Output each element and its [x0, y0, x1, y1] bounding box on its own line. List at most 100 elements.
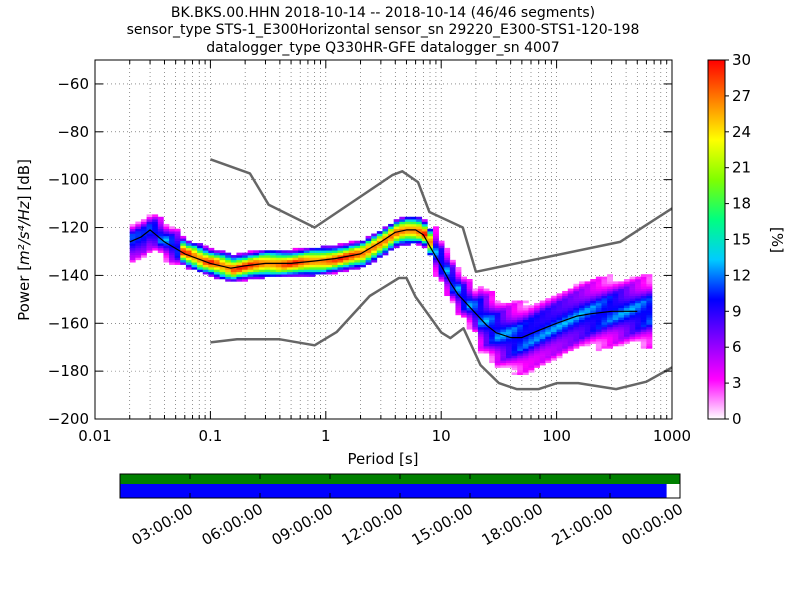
histogram-cell: [517, 348, 524, 352]
histogram-cell: [466, 312, 473, 316]
histogram-cell: [399, 216, 406, 220]
histogram-cell: [483, 336, 490, 340]
histogram-cell: [157, 235, 164, 239]
histogram-cell: [584, 298, 591, 301]
histogram-cell: [146, 250, 153, 253]
histogram-cell: [612, 314, 619, 318]
histogram-cell: [371, 238, 378, 241]
histogram-cell: [550, 350, 557, 354]
histogram-cell: [567, 288, 574, 292]
histogram-cell: [247, 252, 254, 256]
histogram-cell: [640, 336, 647, 340]
histogram-cell: [528, 353, 535, 356]
histogram-cell: [601, 286, 608, 289]
histogram-cell: [236, 276, 243, 280]
histogram-cell: [584, 322, 591, 325]
histogram-cell: [140, 252, 147, 256]
histogram-cell: [449, 276, 456, 280]
histogram-cell: [550, 348, 557, 352]
histogram-cell: [556, 346, 563, 349]
histogram-cell: [365, 238, 372, 241]
histogram-cell: [202, 262, 209, 265]
histogram-cell: [584, 336, 591, 340]
histogram-cell: [511, 338, 518, 342]
histogram-cell: [433, 231, 439, 234]
histogram-cell: [489, 341, 496, 344]
histogram-cell: [579, 338, 585, 342]
histogram-cell: [601, 300, 608, 304]
histogram-cell: [595, 283, 602, 287]
histogram-cell: [528, 367, 535, 371]
histogram-cell: [433, 245, 439, 249]
mean-curve: [129, 229, 638, 339]
histogram-cell: [646, 322, 653, 325]
histogram-cell: [573, 346, 580, 349]
histogram-cell: [489, 353, 496, 356]
histogram-cell: [382, 226, 389, 230]
histogram-cell: [623, 322, 630, 325]
histogram-cell: [343, 252, 350, 256]
histogram-cell: [635, 317, 642, 320]
histogram-cell: [517, 365, 524, 368]
histogram-cell: [444, 247, 451, 251]
histogram-cell: [163, 233, 170, 237]
histogram-cell: [584, 326, 591, 330]
histogram-cell: [477, 310, 484, 313]
histogram-cell: [612, 322, 619, 325]
histogram-cell: [579, 286, 585, 289]
histogram-cell: [635, 290, 642, 294]
histogram-cell: [433, 233, 439, 237]
histogram-cell: [461, 286, 467, 289]
histogram-cell: [309, 274, 316, 277]
histogram-cell: [517, 305, 524, 309]
histogram-cell: [517, 346, 524, 349]
histogram-cell: [427, 243, 434, 246]
histogram-cell: [477, 300, 484, 304]
histogram-cell: [449, 262, 456, 265]
histogram-cell: [522, 314, 529, 318]
histogram-cell: [534, 355, 540, 359]
histogram-cell: [236, 271, 243, 275]
histogram-cell: [197, 250, 204, 253]
histogram-cell: [225, 267, 232, 270]
histogram-cell: [382, 252, 389, 256]
histogram-cell: [601, 295, 608, 299]
histogram-cell: [388, 238, 394, 241]
histogram-cell: [444, 286, 451, 289]
histogram-cell: [477, 295, 484, 299]
histogram-cell: [567, 341, 574, 344]
histogram-cell: [562, 317, 569, 320]
histogram-cell: [331, 252, 338, 256]
histogram-cell: [315, 257, 321, 261]
histogram-cell: [292, 250, 299, 253]
histogram-cell: [590, 314, 597, 318]
histogram-cell: [309, 247, 316, 251]
histogram-cell: [135, 233, 142, 237]
histogram-cell: [281, 257, 288, 261]
histogram-cell: [337, 255, 344, 258]
histogram-cell: [461, 305, 467, 309]
histogram-cell: [623, 326, 630, 330]
histogram-cell: [303, 267, 310, 270]
histogram-cell: [320, 271, 327, 275]
histogram-cell: [208, 271, 215, 275]
histogram-cell: [601, 336, 608, 340]
histogram-cell: [371, 235, 378, 239]
histogram-cell: [404, 216, 411, 220]
histogram-cell: [556, 331, 563, 335]
coverage-time-label: 15:00:00: [409, 500, 476, 549]
histogram-cell: [163, 226, 170, 230]
histogram-cell: [562, 346, 569, 349]
histogram-cell: [174, 250, 181, 253]
histogram-cell: [219, 255, 226, 258]
histogram-cell: [556, 298, 563, 301]
histogram-cell: [500, 307, 507, 311]
histogram-cell: [590, 322, 597, 325]
histogram-cell: [337, 264, 344, 268]
histogram-cell: [545, 329, 552, 332]
histogram-cell: [590, 331, 597, 335]
histogram-cell: [601, 312, 608, 316]
histogram-cell: [348, 252, 355, 256]
histogram-cell: [607, 288, 614, 292]
histogram-cell: [646, 329, 653, 332]
